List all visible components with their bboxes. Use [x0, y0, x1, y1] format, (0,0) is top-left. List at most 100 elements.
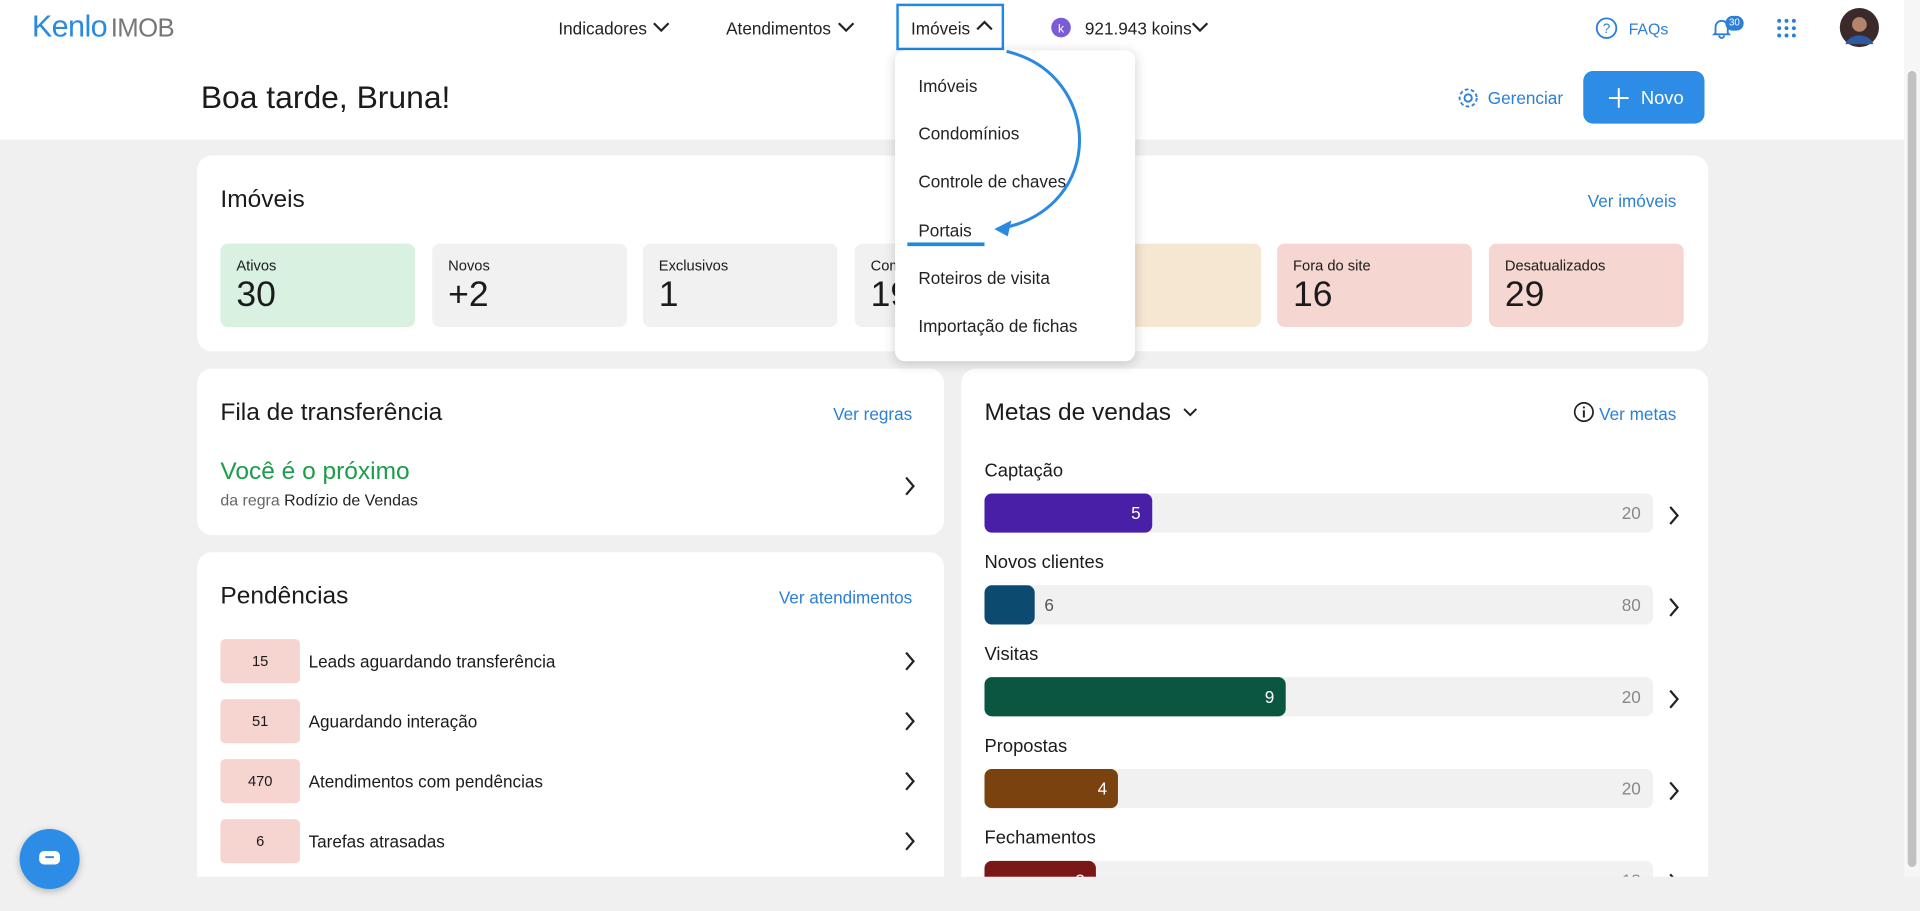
queue-status: Você é o próximo — [220, 457, 410, 485]
row-label: Aguardando interação — [308, 711, 478, 732]
goal-label: Novos clientes — [984, 552, 1104, 574]
goal-track: 5 20 — [984, 493, 1654, 533]
goal-target: 80 — [1621, 595, 1641, 615]
chevron-right[interactable] — [904, 831, 916, 851]
stat-value: +2 — [448, 275, 489, 315]
pending-row[interactable]: 470 Atendimentos com pendências — [220, 759, 918, 804]
card-link[interactable]: Ver regras — [833, 404, 913, 424]
stat-label: Ativos — [236, 257, 277, 275]
pending-row[interactable]: 51 Aguardando interação — [220, 699, 918, 744]
notification-badge: 30 — [1725, 15, 1744, 31]
card-title: Pendências — [220, 582, 349, 610]
chevron — [1191, 22, 1209, 33]
chevron-right[interactable] — [1668, 781, 1680, 801]
row-label: Tarefas atrasadas — [308, 831, 445, 852]
greeting: Boa tarde, Bruna! — [200, 78, 451, 116]
row-label: Leads aguardando transferência — [308, 651, 556, 672]
goal-label: Captação — [984, 460, 1064, 482]
menu-item[interactable]: Condomínios — [918, 123, 1020, 144]
stat-box[interactable]: Exclusivos 1 — [642, 243, 838, 327]
count-badge: 6 — [220, 819, 301, 864]
avatar[interactable] — [1839, 7, 1879, 48]
chevron-right[interactable] — [904, 771, 916, 791]
goal-bar — [984, 768, 1119, 809]
card-title: Fila de transferência — [220, 399, 443, 427]
plus-icon — [1608, 88, 1629, 108]
info-icon — [1573, 402, 1594, 423]
goal-target: 20 — [1621, 503, 1641, 523]
menu-item[interactable]: Portais — [918, 219, 972, 240]
row-label: Atendimentos com pendências — [308, 771, 544, 792]
queue-card: Fila de transferência Ver regras Você é … — [197, 368, 945, 536]
new-label: Novo — [1640, 88, 1684, 109]
nav-item[interactable]: Indicadores — [558, 18, 648, 38]
manage-button[interactable]: Gerenciar — [1487, 88, 1564, 108]
chevron-right[interactable] — [1668, 689, 1680, 709]
apps-icon[interactable] — [1777, 18, 1797, 38]
rule-prefix: da regra — [220, 491, 280, 510]
footer-bar — [0, 876, 1920, 911]
goal-label: Fechamentos — [984, 827, 1096, 849]
scrollbar[interactable] — [1904, 0, 1920, 877]
goal-value: 4 — [1097, 778, 1108, 799]
goals-card: Metas de vendas Ver metas Captação 5 20 Nov… — [961, 368, 1709, 911]
stat-value: 29 — [1504, 275, 1545, 315]
stat-label: Novos — [448, 257, 490, 275]
rule-name: Rodízio de Vendas — [284, 491, 418, 510]
stat-value: 16 — [1293, 275, 1333, 315]
stat-box[interactable]: Ativos 30 — [220, 243, 416, 327]
goal-bar — [984, 585, 1035, 625]
stat-box[interactable]: Novos +2 — [432, 243, 627, 327]
logo-suffix: IMOB — [110, 14, 175, 43]
faq-link[interactable]: FAQs — [1628, 19, 1669, 38]
goal-bar — [984, 677, 1286, 717]
chat-button[interactable] — [19, 828, 80, 889]
menu-item[interactable]: Roteiros de visita — [918, 267, 1050, 288]
pending-row[interactable]: 6 Tarefas atrasadas — [220, 819, 918, 864]
stat-value: 30 — [236, 275, 276, 315]
menu-item[interactable]: Imóveis — [918, 75, 978, 96]
logo[interactable]: Kenlo IMOB — [32, 10, 175, 46]
menu-item[interactable]: Importação de fichas — [918, 315, 1078, 336]
dropdown-menu: Imóveis Condomínios Controle de chaves Port… — [895, 50, 1136, 362]
stat-value: 1 — [658, 275, 679, 315]
gear-icon — [1458, 88, 1478, 108]
nav-item[interactable]: Imóveis — [911, 18, 971, 38]
stat-label: Exclusivos — [658, 257, 729, 275]
count-badge: 51 — [220, 699, 301, 744]
goal-label: Propostas — [984, 735, 1068, 757]
chevron-right[interactable] — [904, 476, 916, 496]
chevron-right[interactable] — [904, 711, 916, 731]
goal-bar — [984, 493, 1152, 533]
chevron — [653, 22, 670, 33]
card-title: Imóveis — [220, 186, 305, 214]
stat-box[interactable]: Fora do site 16 — [1277, 243, 1472, 327]
goal-target: 20 — [1621, 686, 1641, 707]
svg-text:?: ? — [1603, 21, 1610, 36]
chevron[interactable] — [1183, 408, 1198, 418]
nav-item[interactable]: Atendimentos — [726, 18, 831, 38]
chevron-right[interactable] — [904, 651, 916, 671]
count-badge: 470 — [220, 759, 301, 804]
bell-icon[interactable] — [1711, 17, 1733, 39]
stat-label: Fora do site — [1293, 257, 1371, 275]
count-badge: 15 — [220, 639, 301, 684]
card-link[interactable]: Ver metas — [1599, 404, 1677, 424]
chevron-right[interactable] — [1668, 506, 1680, 526]
koins-icon: k — [1051, 17, 1071, 38]
chevron — [837, 22, 855, 33]
menu-item[interactable]: Controle de chaves — [918, 171, 1067, 192]
pending-row[interactable]: 15 Leads aguardando transferência — [220, 639, 918, 684]
goal-label: Visitas — [984, 644, 1039, 665]
card-link[interactable]: Ver imóveis — [1587, 191, 1677, 211]
card-link[interactable]: Ver atendimentos — [778, 587, 913, 608]
goal-value: 9 — [1264, 686, 1275, 707]
stat-label: Desatualizados — [1504, 257, 1606, 275]
stat-box[interactable]: Desatualizados 29 — [1488, 243, 1684, 327]
new-button[interactable]: Novo — [1583, 71, 1705, 124]
koins[interactable]: 921.943 koins — [1084, 18, 1192, 38]
chevron-right[interactable] — [1668, 598, 1680, 618]
